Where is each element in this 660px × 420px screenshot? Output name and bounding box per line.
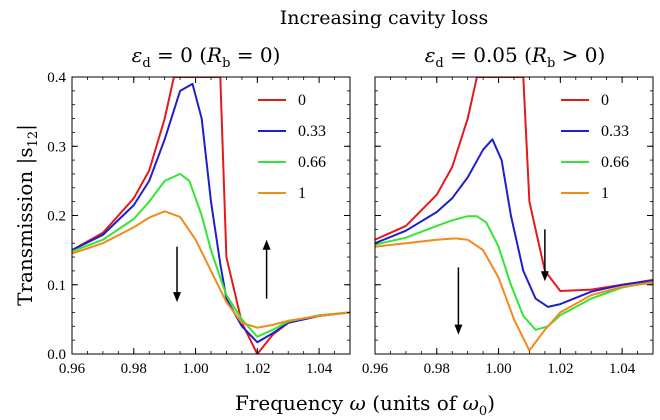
ylabel-symbol: |s bbox=[13, 147, 38, 164]
plot-panel-right: 0.96 0.98 1.00 1.02 1.04 0 0.33 0.66 1 bbox=[362, 76, 654, 377]
panel-title-rest: = 0.05 ( bbox=[444, 43, 532, 67]
arrow-down-head bbox=[540, 271, 549, 282]
panel-title-R: R bbox=[531, 43, 547, 67]
arrow-down-head bbox=[173, 292, 182, 303]
xlabel-symbol: ω bbox=[350, 391, 366, 415]
series-line-1 bbox=[375, 237, 653, 352]
panel-title-R: R bbox=[206, 43, 222, 67]
x-tick-label: 1.02 bbox=[244, 361, 270, 377]
x-tick-label: 0.98 bbox=[424, 361, 450, 377]
series-line-0.66 bbox=[375, 215, 653, 331]
y-tick-label: 0.1 bbox=[47, 278, 66, 294]
ylabel-prefix: Transmission bbox=[13, 171, 37, 306]
x-tick-label: 1.00 bbox=[485, 361, 511, 377]
xlabel-units: (units of bbox=[372, 391, 458, 415]
ylabel-sub: 12 bbox=[26, 131, 41, 148]
xlabel-prefix: Frequency bbox=[235, 391, 344, 415]
x-tick-label: 1.00 bbox=[182, 361, 208, 377]
x-tick-label: 1.02 bbox=[547, 361, 573, 377]
xlabel-units-sub: 0 bbox=[479, 404, 487, 419]
legend-label: 0 bbox=[298, 92, 306, 109]
xlabel-units-symbol: ω bbox=[463, 391, 479, 415]
panel-title-R-sub: b bbox=[547, 56, 555, 71]
svg-text:εd = 0.05 (Rb > 0): εd = 0.05 (Rb > 0) bbox=[425, 43, 606, 71]
series-line-0 bbox=[72, 77, 350, 354]
panel-title-end: = 0) bbox=[230, 43, 280, 67]
y-tick-label: 0.2 bbox=[47, 209, 66, 225]
xlabel-units-end: ) bbox=[487, 391, 495, 415]
arrow-down-head bbox=[454, 324, 463, 335]
panel-title-eps: ε bbox=[132, 43, 143, 67]
legend-label: 0 bbox=[601, 92, 609, 109]
panel-title-right: εd = 0.05 (Rb > 0) bbox=[425, 43, 606, 71]
plot-frame bbox=[71, 76, 351, 355]
panel-title-eps-sub: d bbox=[142, 56, 150, 71]
series-line-0 bbox=[375, 77, 653, 292]
y-tick-label: 0.0 bbox=[47, 347, 66, 363]
legend-label: 1 bbox=[298, 185, 306, 202]
panel-title-left: εd = 0 (Rb = 0) bbox=[132, 43, 281, 71]
panel-title-eps: ε bbox=[425, 43, 436, 67]
y-tick-label: 0.3 bbox=[47, 139, 66, 155]
series-line-0.33 bbox=[375, 138, 653, 308]
series-line-1 bbox=[72, 210, 350, 329]
figure-title: Increasing cavity loss bbox=[280, 7, 489, 29]
series-line-0.66 bbox=[72, 172, 350, 338]
series-line-0.33 bbox=[72, 82, 350, 344]
svg-text:Transmission |s12|: Transmission |s12| bbox=[13, 124, 41, 306]
svg-text:εd = 0 (Rb = 0): εd = 0 (Rb = 0) bbox=[132, 43, 281, 71]
legend-label: 0.66 bbox=[298, 154, 326, 171]
panel-title-eps-sub: d bbox=[435, 56, 443, 71]
legend-label: 1 bbox=[601, 185, 609, 202]
y-axis-label: Transmission |s12| bbox=[13, 124, 41, 306]
x-tick-label: 1.04 bbox=[609, 361, 636, 377]
y-tick-label: 0.4 bbox=[47, 70, 66, 86]
series-group bbox=[375, 77, 653, 352]
ylabel-suffix: | bbox=[13, 124, 38, 131]
arrow-up-head bbox=[262, 239, 271, 250]
svg-text:Frequency ω (units of ω0): Frequency ω (units of ω0) bbox=[235, 391, 495, 419]
legend-label: 0.33 bbox=[601, 123, 629, 140]
panel-title-R-sub: b bbox=[222, 56, 230, 71]
x-axis-label: Frequency ω (units of ω0) bbox=[235, 391, 495, 419]
plot-panel-left: 0.96 0.98 1.00 1.02 1.04 0.0 0.1 0.2 0.3 0.4 0 0.33… bbox=[47, 70, 351, 377]
series-group bbox=[72, 77, 350, 354]
x-tick-label: 1.04 bbox=[306, 361, 333, 377]
legend-label: 0.66 bbox=[601, 154, 629, 171]
x-tick-label: 0.96 bbox=[59, 361, 86, 377]
x-tick-label: 0.96 bbox=[362, 361, 389, 377]
panel-title-rest: = 0 ( bbox=[151, 43, 207, 67]
panel-title-end: > 0) bbox=[555, 43, 605, 67]
x-tick-label: 0.98 bbox=[121, 361, 147, 377]
legend-label: 0.33 bbox=[298, 123, 326, 140]
